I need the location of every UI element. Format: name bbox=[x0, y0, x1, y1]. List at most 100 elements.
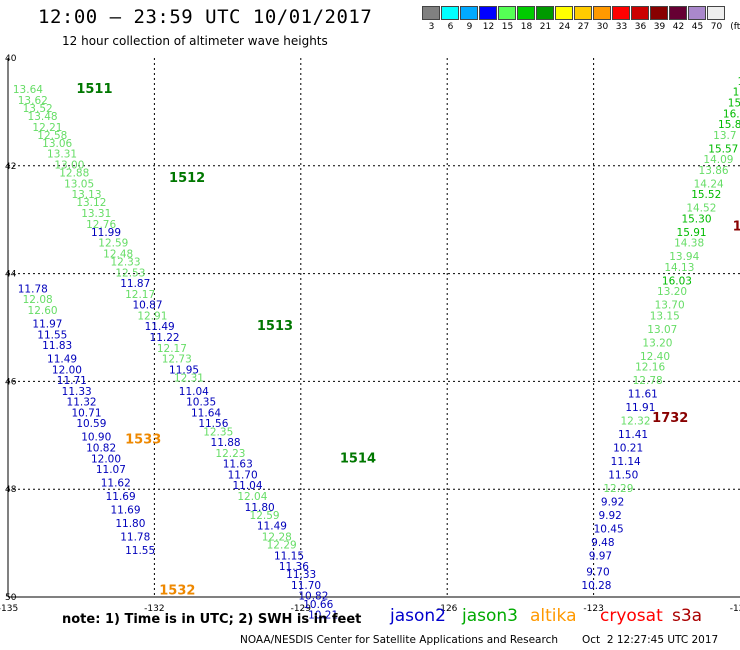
wave-height-value: 16.3 bbox=[723, 108, 740, 120]
x-tick-label: -135 bbox=[0, 604, 18, 614]
wave-height-value: 12.58 bbox=[37, 130, 67, 142]
wave-height-value: 14.52 bbox=[686, 203, 716, 215]
legend-item-s3a: s3a bbox=[672, 606, 703, 626]
wave-height-value: 12.17 bbox=[125, 289, 155, 301]
wave-height-value: 10.45 bbox=[594, 523, 624, 535]
wave-height-value: 12.59 bbox=[250, 510, 280, 522]
footer-timestamp: Oct 2 12:27:45 UTC 2017 bbox=[582, 634, 719, 646]
colorbar-cell bbox=[460, 6, 478, 20]
wave-height-value: 11.50 bbox=[608, 469, 638, 481]
colorbar-cell bbox=[612, 6, 630, 20]
wave-height-value: 1 bbox=[733, 87, 740, 99]
y-tick-label: 46 bbox=[5, 377, 17, 387]
wave-height-value: 13.31 bbox=[47, 149, 77, 161]
colorbar-label: 18 bbox=[520, 22, 533, 32]
wave-height-value: 13.94 bbox=[669, 251, 699, 263]
wave-height-value: 15.8 bbox=[718, 119, 740, 131]
wave-height-value: 11.61 bbox=[628, 389, 658, 401]
wave-height-value: 11.83 bbox=[42, 340, 72, 352]
wave-height-value: 11.04 bbox=[232, 480, 262, 492]
colorbar-unit-label: (ft) bbox=[730, 22, 740, 32]
wave-height-value: 11.33 bbox=[62, 386, 92, 398]
wave-height-value: 11.62 bbox=[101, 478, 131, 490]
wave-height-value: 14.24 bbox=[694, 178, 724, 190]
wave-height-value: 12.78 bbox=[633, 375, 663, 387]
colorbar-cell bbox=[555, 6, 573, 20]
wave-height-value: 10.71 bbox=[71, 407, 101, 419]
wave-height-value: 13.06 bbox=[42, 138, 72, 150]
wave-height-value: 12.33 bbox=[110, 257, 140, 269]
colorbar-label: 6 bbox=[447, 22, 454, 32]
wave-height-value: 11.55 bbox=[37, 329, 67, 341]
wave-height-value: 11.91 bbox=[625, 402, 655, 414]
wave-height-value: 10.35 bbox=[186, 397, 216, 409]
wave-height-value: 11.78 bbox=[120, 531, 150, 543]
wave-height-value: 11.80 bbox=[115, 518, 145, 530]
wave-height-value: 12.08 bbox=[23, 294, 53, 306]
wave-height-value: 13.05 bbox=[64, 178, 94, 190]
wave-height-value: 12.73 bbox=[162, 354, 192, 366]
wave-height-value: 12.31 bbox=[174, 372, 204, 384]
pass-time-label: 1514 bbox=[340, 451, 376, 466]
wave-height-value: 11.56 bbox=[198, 418, 228, 430]
wave-height-value: 13.48 bbox=[28, 111, 58, 123]
colorbar bbox=[422, 6, 726, 20]
wave-height-value: 12.35 bbox=[203, 426, 233, 438]
wave-height-value: 14.09 bbox=[703, 154, 733, 166]
wave-height-value: 11.64 bbox=[191, 407, 221, 419]
wave-height-value: 11.70 bbox=[291, 580, 321, 592]
colorbar-cell bbox=[707, 6, 725, 20]
wave-height-value: 10.66 bbox=[303, 599, 333, 611]
wave-height-value: 12.32 bbox=[620, 416, 650, 428]
wave-height-value: 11.78 bbox=[18, 283, 48, 295]
pass-time-label: 1732 bbox=[652, 411, 688, 426]
wave-height-value: 13.62 bbox=[18, 95, 48, 107]
wave-height-value: 15. bbox=[728, 98, 740, 110]
wave-height-value: 9.48 bbox=[591, 537, 614, 549]
colorbar-cell bbox=[517, 6, 535, 20]
wave-height-value: 13.12 bbox=[76, 197, 106, 209]
wave-height-value: 11.49 bbox=[257, 521, 287, 533]
colorbar-label: 36 bbox=[634, 22, 647, 32]
colorbar-cell bbox=[422, 6, 440, 20]
pass-time-label: 1512 bbox=[169, 171, 205, 186]
wave-height-value: 12.16 bbox=[635, 362, 665, 374]
y-tick-label: 50 bbox=[5, 593, 17, 603]
chart-title: 12:00 – 23:59 UTC 10/01/2017 bbox=[38, 6, 373, 28]
colorbar-cell bbox=[593, 6, 611, 20]
wave-height-value: 11.07 bbox=[96, 464, 126, 476]
wave-height-value: 13.15 bbox=[650, 310, 680, 322]
colorbar-label: 21 bbox=[539, 22, 552, 32]
x-tick-label: -123 bbox=[583, 604, 603, 614]
wave-height-value: 12.29 bbox=[603, 483, 633, 495]
colorbar-label: 39 bbox=[653, 22, 666, 32]
wave-height-value: 12.17 bbox=[157, 343, 187, 355]
x-tick-label: -129 bbox=[291, 604, 312, 614]
wave-height-value: 12.28 bbox=[262, 531, 292, 543]
wave-height-value: 13.7 bbox=[713, 130, 736, 142]
wave-height-value: 12.91 bbox=[137, 310, 167, 322]
wave-height-value: 11.70 bbox=[228, 469, 258, 481]
x-tick-label: -120 bbox=[730, 604, 740, 614]
wave-height-value: 12.53 bbox=[115, 267, 145, 279]
x-tick-label: -132 bbox=[144, 604, 164, 614]
pass-time-label: 1513 bbox=[257, 319, 293, 334]
wave-height-value: 11.33 bbox=[286, 569, 316, 581]
wave-height-value: 12.60 bbox=[28, 305, 58, 317]
footer-note: note: 1) Time is in UTC; 2) SWH is in fe… bbox=[62, 612, 362, 627]
wave-height-value: 11.55 bbox=[125, 545, 155, 557]
wave-height-value: 11.32 bbox=[67, 397, 97, 409]
wave-height-value: 12.00 bbox=[52, 364, 82, 376]
colorbar-label: 12 bbox=[482, 22, 495, 32]
wave-height-value: 10.28 bbox=[581, 580, 611, 592]
wave-height-value: 12.21 bbox=[32, 122, 62, 134]
colorbar-label: 42 bbox=[672, 22, 685, 32]
colorbar-label: 15 bbox=[501, 22, 514, 32]
wave-height-value: 12.40 bbox=[640, 351, 670, 363]
wave-height-value: 15.57 bbox=[708, 143, 738, 155]
footer-credit: NOAA/NESDIS Center for Satellite Applica… bbox=[240, 634, 558, 646]
colorbar-label: 45 bbox=[691, 22, 704, 32]
wave-height-value: 12.88 bbox=[59, 168, 89, 180]
wave-height-value: 12.23 bbox=[215, 448, 245, 460]
